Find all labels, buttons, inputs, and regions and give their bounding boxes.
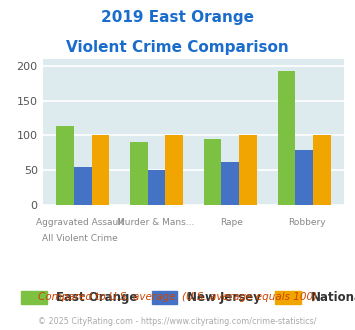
Bar <box>74 167 92 205</box>
Text: Aggravated Assault: Aggravated Assault <box>36 218 125 227</box>
Bar <box>222 162 239 205</box>
Text: All Violent Crime: All Violent Crime <box>43 234 118 243</box>
Text: Robbery: Robbery <box>288 218 326 227</box>
Bar <box>239 135 257 205</box>
Text: Violent Crime Comparison: Violent Crime Comparison <box>66 40 289 54</box>
Text: Compared to U.S. average. (U.S. average equals 100): Compared to U.S. average. (U.S. average … <box>38 292 317 302</box>
Text: © 2025 CityRating.com - https://www.cityrating.com/crime-statistics/: © 2025 CityRating.com - https://www.city… <box>38 317 317 326</box>
Bar <box>313 135 331 205</box>
Bar <box>295 150 313 205</box>
Text: 2019 East Orange: 2019 East Orange <box>101 10 254 25</box>
Text: Rape: Rape <box>220 218 242 227</box>
Bar <box>56 126 74 205</box>
Bar <box>92 135 109 205</box>
Bar <box>165 135 183 205</box>
Bar <box>204 139 222 205</box>
Bar <box>130 142 148 205</box>
Legend: East Orange, New Jersey, National: East Orange, New Jersey, National <box>16 286 355 309</box>
Bar <box>148 170 165 205</box>
Bar <box>278 71 295 205</box>
Text: Murder & Mans...: Murder & Mans... <box>117 218 195 227</box>
